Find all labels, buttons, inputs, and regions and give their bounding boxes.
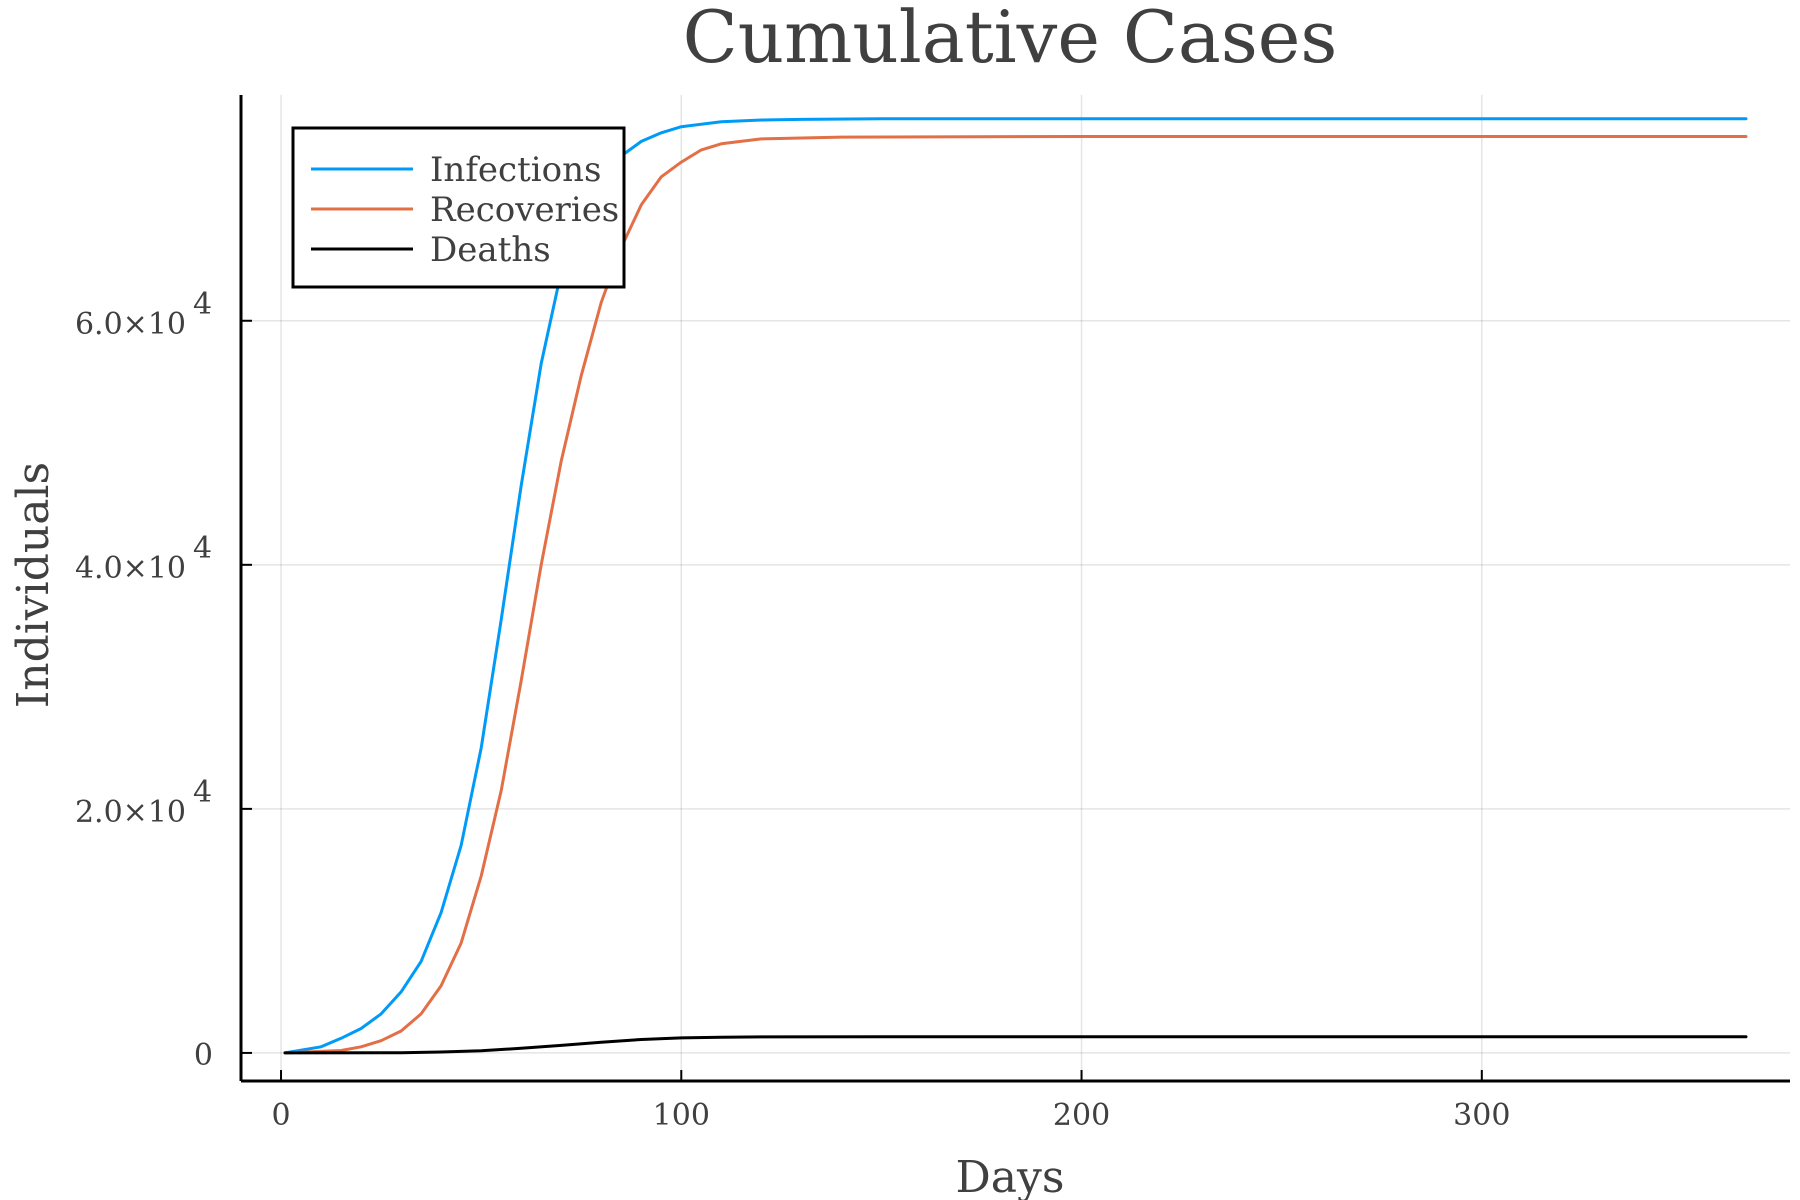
- x-tick-label-2: 200: [1053, 1098, 1110, 1133]
- y-axis-label: Individuals: [8, 462, 59, 708]
- series-line-recoveries: [283, 135, 1748, 1055]
- y-tick-label-0: 0: [194, 1038, 213, 1073]
- x-tick-label-0: 0: [271, 1098, 290, 1133]
- axes: [239, 95, 1790, 1083]
- legend-label-recoveries: Recoveries: [430, 190, 619, 230]
- y-tick-label-2: 4.0×10: [75, 551, 186, 586]
- y-tick-label-3: 6.0×10: [75, 307, 186, 342]
- y-tick-exponent-1: 4: [193, 775, 212, 810]
- series-line-deaths: [283, 1035, 1748, 1055]
- y-tick-label-1: 2.0×10: [75, 795, 186, 830]
- x-axis-ticks: 0 100 200 300: [271, 1070, 1510, 1133]
- legend-label-infections: Infections: [430, 150, 601, 190]
- y-tick-exponent-2: 4: [193, 531, 212, 566]
- x-axis-label: Days: [956, 1152, 1065, 1200]
- chart-title: Cumulative Cases: [683, 0, 1338, 79]
- legend-label-deaths: Deaths: [430, 230, 551, 270]
- x-tick-label-3: 300: [1453, 1098, 1510, 1133]
- x-tick-label-1: 100: [653, 1098, 710, 1133]
- grid-lines: [241, 95, 1790, 1081]
- y-tick-exponent-3: 4: [193, 287, 212, 322]
